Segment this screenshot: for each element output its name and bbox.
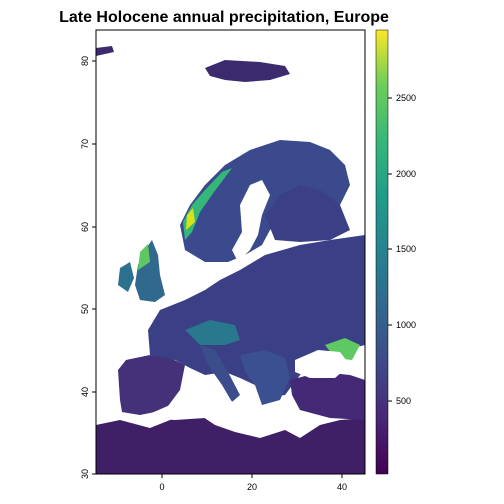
legend-tick-label: 500 xyxy=(396,396,411,406)
map-title: Late Holocene annual precipitation, Euro… xyxy=(59,9,389,26)
mediterranean-sea xyxy=(140,388,300,432)
x-tick-label: 20 xyxy=(247,482,257,492)
ireland-land xyxy=(118,262,134,292)
x-tick-label: 0 xyxy=(159,482,164,492)
y-tick-label: 40 xyxy=(80,387,90,397)
y-tick-label: 80 xyxy=(80,56,90,66)
y-tick-label: 30 xyxy=(80,469,90,479)
svalbard-land xyxy=(205,60,290,82)
balkans-land xyxy=(240,350,290,405)
y-tick-label: 60 xyxy=(80,222,90,232)
x-tick-label: 40 xyxy=(337,482,347,492)
finland-land xyxy=(265,185,350,242)
x-axis xyxy=(161,474,343,478)
color-legend-bar xyxy=(375,29,389,475)
legend-tick-label: 1500 xyxy=(396,244,416,254)
legend-tick-label: 1000 xyxy=(396,320,416,330)
turkey-land xyxy=(290,372,365,420)
iberia-land xyxy=(118,355,185,415)
map-raster xyxy=(96,30,365,474)
italy-land xyxy=(200,345,240,402)
legend-tick-label: 2500 xyxy=(396,93,416,103)
baltic-sea xyxy=(232,180,270,262)
y-tick-label: 70 xyxy=(80,139,90,149)
legend-ticks xyxy=(388,97,392,402)
black-sea xyxy=(295,350,350,378)
norway-peak-precip xyxy=(186,208,195,230)
y-tick-label: 50 xyxy=(80,304,90,314)
map-frame xyxy=(95,29,366,475)
alps-high-precip xyxy=(185,320,240,345)
north-africa-land xyxy=(96,415,365,474)
legend-tick-label: 2000 xyxy=(396,169,416,179)
greenland-edge-land xyxy=(96,46,114,56)
scotland-high-precip xyxy=(138,244,150,270)
norway-coast-high-precip xyxy=(183,168,232,240)
y-axis xyxy=(92,60,96,475)
